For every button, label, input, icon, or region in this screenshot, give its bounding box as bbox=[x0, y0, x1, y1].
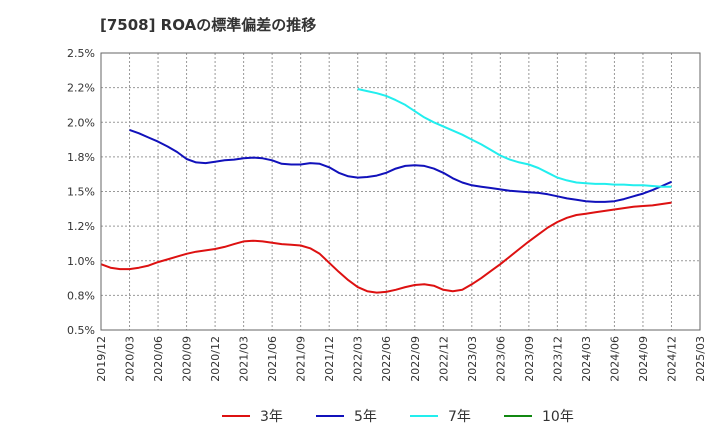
series-line-3y bbox=[100, 201, 672, 294]
x-tick-label: 2023/06 bbox=[494, 336, 507, 382]
x-tick-label: 2023/12 bbox=[551, 336, 564, 382]
x-tick-label: 2023/09 bbox=[523, 336, 536, 382]
y-tick-label: 0.5% bbox=[67, 324, 95, 337]
x-tick-label: 2020/12 bbox=[209, 336, 222, 382]
legend-swatch-10y bbox=[504, 415, 532, 417]
legend-item-5y: 5年 bbox=[316, 404, 377, 428]
series-lines bbox=[100, 88, 672, 294]
y-tick-label: 2.5% bbox=[67, 47, 95, 60]
legend-item-10y: 10年 bbox=[504, 404, 574, 428]
y-tick-label: 1.2% bbox=[67, 220, 95, 233]
x-tick-label: 2022/06 bbox=[380, 336, 393, 382]
series-line-5y bbox=[129, 128, 672, 203]
legend-label-7y: 7年 bbox=[448, 409, 471, 425]
x-tick-label: 2021/06 bbox=[266, 336, 279, 382]
x-tick-label: 2022/03 bbox=[352, 336, 365, 382]
legend-label-3y: 3年 bbox=[260, 409, 283, 425]
y-tick-label: 2.0% bbox=[67, 116, 95, 129]
x-tick-label: 2020/06 bbox=[152, 336, 165, 382]
legend-swatch-5y bbox=[316, 415, 344, 417]
x-tick-label: 2020/09 bbox=[181, 336, 194, 382]
x-tick-label: 2020/03 bbox=[124, 336, 137, 382]
plot-frame bbox=[100, 52, 701, 331]
y-tick-label: 1.5% bbox=[67, 186, 95, 199]
legend-label-5y: 5年 bbox=[354, 409, 377, 425]
x-tick-label: 2024/06 bbox=[608, 336, 621, 382]
legend-swatch-3y bbox=[222, 415, 250, 417]
x-tick-label: 2024/03 bbox=[580, 336, 593, 382]
x-tick-label: 2025/03 bbox=[694, 336, 707, 382]
x-tick-label: 2021/03 bbox=[238, 336, 251, 382]
legend-label-10y: 10年 bbox=[542, 409, 574, 425]
x-tick-label: 2022/09 bbox=[409, 336, 422, 382]
x-tick-label: 2019/12 bbox=[95, 336, 108, 382]
series-line-7y bbox=[357, 88, 672, 188]
legend-swatch-7y bbox=[410, 415, 438, 417]
legend-item-7y: 7年 bbox=[410, 404, 471, 428]
y-tick-label: 1.0% bbox=[67, 255, 95, 268]
y-tick-label: 1.8% bbox=[67, 151, 95, 164]
y-tick-label: 0.8% bbox=[67, 289, 95, 302]
x-tick-label: 2021/09 bbox=[295, 336, 308, 382]
x-tick-label: 2023/03 bbox=[466, 336, 479, 382]
x-tick-label: 2021/12 bbox=[323, 336, 336, 382]
legend-item-3y: 3年 bbox=[222, 404, 283, 428]
y-tick-label: 2.2% bbox=[67, 82, 95, 95]
x-tick-label: 2022/12 bbox=[437, 336, 450, 382]
x-axis-ticks: 2019/12 2020/03 2020/06 2020/09 2020/12 2021/… bbox=[95, 336, 707, 382]
chart-title: [7508] ROAの標準偏差の推移 bbox=[100, 16, 317, 34]
x-tick-label: 2024/09 bbox=[637, 336, 650, 382]
x-tick-label: 2024/12 bbox=[665, 336, 678, 382]
line-chart: 2.5% 2.2% 2.0% 1.8% 1.5% 1.2% 1.0% 0.8% 0.5% 201… bbox=[67, 47, 707, 382]
y-axis-ticks: 2.5% 2.2% 2.0% 1.8% 1.5% 1.2% 1.0% 0.8% 0.5% bbox=[67, 47, 95, 337]
legend: 3年 5年 7年 10年 bbox=[0, 404, 720, 428]
